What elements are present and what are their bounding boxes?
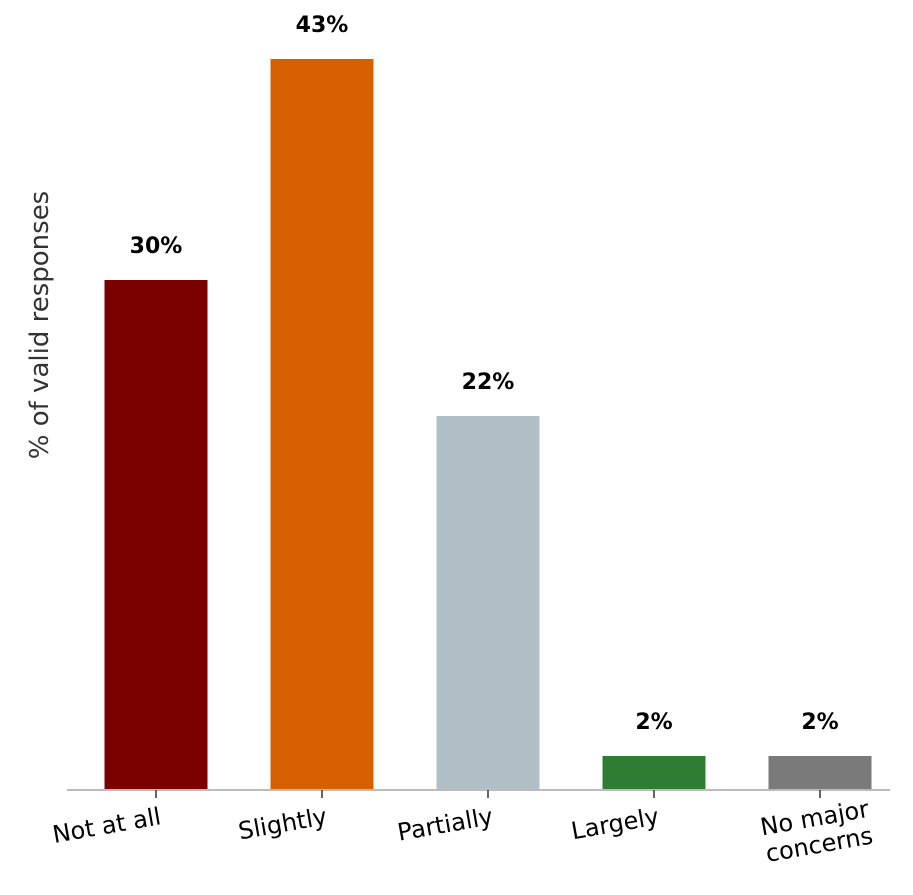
data-label: 2% xyxy=(635,710,672,735)
x-tick-label: Slightly xyxy=(236,802,329,845)
bar xyxy=(602,756,706,790)
y-axis-label: % of valid responses xyxy=(25,191,55,459)
x-tick-label: Largely xyxy=(569,802,661,845)
x-tick-label-line: Largely xyxy=(569,802,661,845)
data-label: 43% xyxy=(296,13,349,38)
x-tick-label: No majorconcerns xyxy=(758,795,876,868)
bar xyxy=(104,280,208,790)
bar xyxy=(436,416,540,790)
x-ticks-group: Not at all Slightly Partially Largely No maj… xyxy=(50,790,875,868)
data-labels-group: 30% 43% 22% 2% 2% xyxy=(130,13,839,735)
data-label: 22% xyxy=(462,370,515,395)
data-label: 2% xyxy=(801,710,838,735)
bar xyxy=(768,756,872,790)
x-tick-label-line: Slightly xyxy=(236,802,329,845)
data-label: 30% xyxy=(130,234,183,259)
x-tick-label: Partially xyxy=(395,802,495,846)
bar xyxy=(270,59,374,790)
x-tick-label-line: Not at all xyxy=(50,802,163,849)
x-tick-label: Not at all xyxy=(50,802,163,849)
bars-group xyxy=(104,59,872,790)
x-tick-label-line: Partially xyxy=(395,802,495,846)
